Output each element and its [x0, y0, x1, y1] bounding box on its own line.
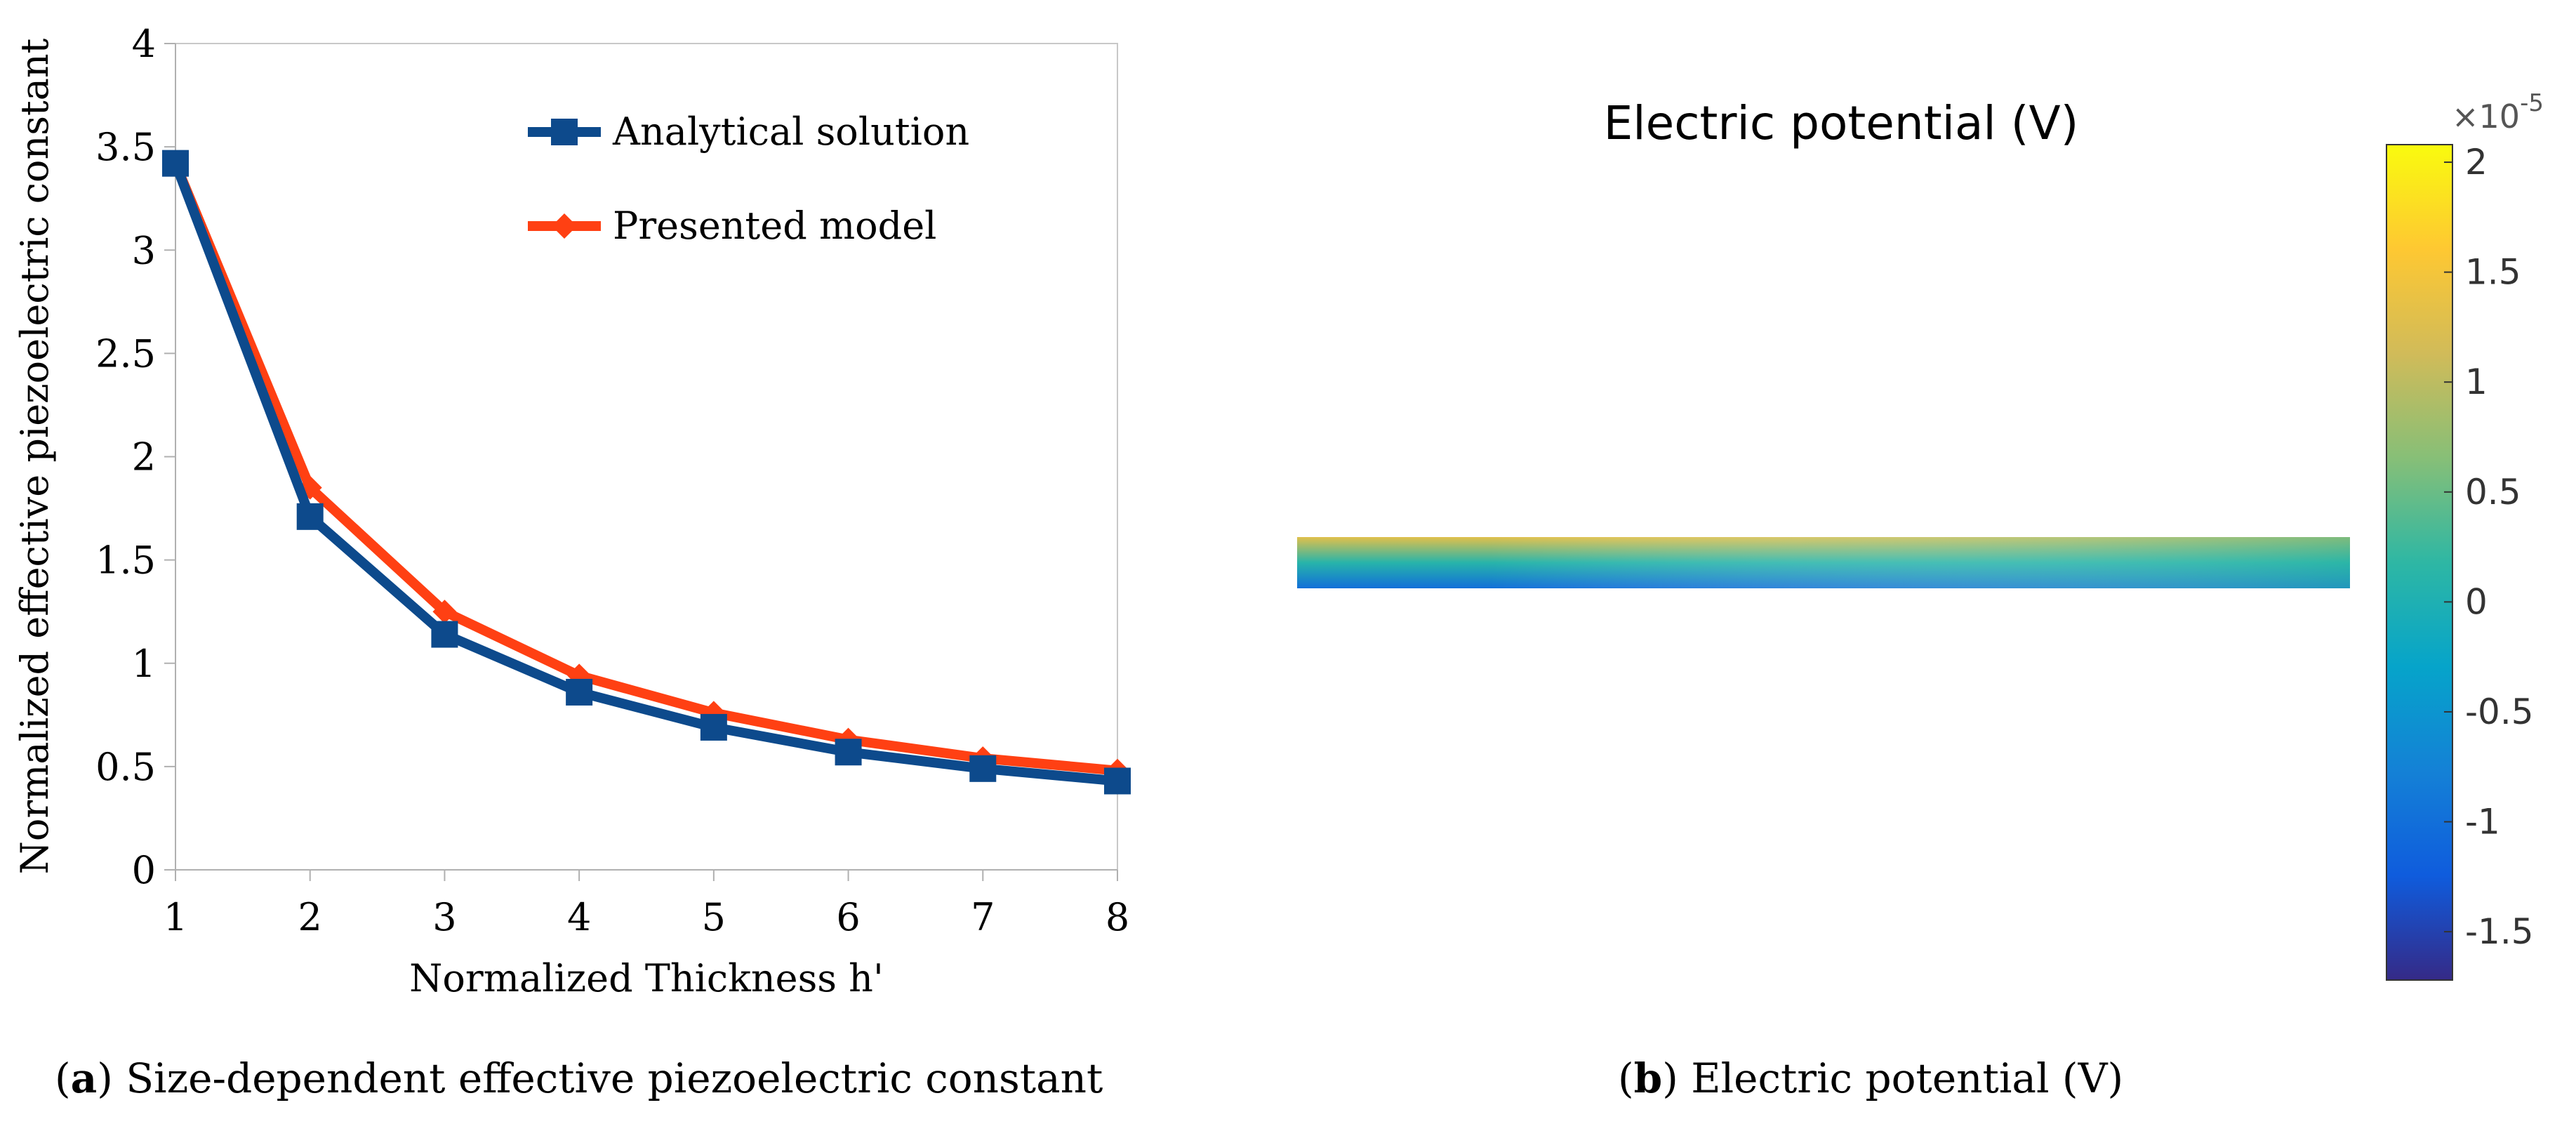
x-tick-label: 1	[164, 895, 187, 939]
x-tick-label: 2	[298, 895, 322, 939]
x-tick-labels: 1 2 3 4 5 6 7 8	[164, 870, 1129, 939]
panel-b-field-plot: Electric potential (V) -1.5 -1 -0.5 0 0.5 1 1.…	[1297, 89, 2544, 981]
legend-item-analytical: Analytical solution	[528, 110, 969, 154]
colorbar-tick-label: 1	[2465, 362, 2488, 402]
potential-strip	[1297, 537, 2350, 588]
beam-field-overlay	[1297, 537, 2350, 588]
colorbar-gradient	[2386, 144, 2453, 981]
caption-b-open: (	[1618, 1054, 1634, 1102]
colorbar-exponent-base: ×10	[2452, 98, 2520, 135]
y-tick-label: 0	[132, 848, 156, 892]
legend-marker-square	[551, 119, 578, 145]
caption-a-close: )	[97, 1054, 126, 1102]
x-tick-label: 4	[567, 895, 591, 939]
caption-b-close: )	[1662, 1054, 1691, 1102]
data-point	[700, 713, 727, 741]
x-axis-label: Normalized Thickness h'	[409, 956, 884, 1000]
colorbar-exponent-power: -5	[2520, 89, 2544, 117]
x-tick-label: 3	[432, 895, 456, 939]
colorbar-tick-label: -1.5	[2465, 911, 2534, 952]
caption-b-text: Electric potential (V)	[1691, 1054, 2123, 1102]
caption-b-letter: b	[1634, 1054, 1663, 1102]
data-point	[162, 150, 189, 177]
caption-a-open: (	[55, 1054, 71, 1102]
data-point	[1104, 767, 1131, 795]
colorbar-exponent: ×10-5	[2452, 89, 2544, 135]
legend-item-presented: Presented model	[528, 204, 936, 248]
y-tick-labels: 0 0.5 1 1.5 2 2.5 3 3.5 4	[95, 22, 175, 892]
x-tick-label: 8	[1106, 895, 1129, 939]
data-point	[566, 678, 593, 706]
colorbar-tick-label: 0	[2465, 581, 2488, 622]
colorbar-tick-label: 1.5	[2465, 252, 2521, 293]
legend: Analytical solution Presented model	[528, 110, 969, 248]
legend-label-presented: Presented model	[613, 204, 936, 248]
caption-b: (b) Electric potential (V)	[1618, 1054, 2123, 1102]
y-tick-label: 3.5	[95, 125, 156, 169]
caption-a-letter: a	[71, 1054, 98, 1102]
series-line	[171, 161, 1118, 776]
panel-a-chart: 0 0.5 1 1.5 2 2.5 3 3.5 4 1 2 3 4 5 6 7 8 Normalized Th…	[13, 22, 1131, 1000]
colorbar-tick-label: -0.5	[2465, 692, 2534, 732]
y-tick-label: 1.5	[95, 538, 156, 583]
colorbar-tick-label: 2	[2465, 142, 2488, 183]
series-line	[171, 161, 1118, 786]
legend-label-analytical: Analytical solution	[612, 110, 969, 154]
data-point	[431, 621, 458, 648]
legend-marker-diamond	[552, 213, 577, 239]
x-tick-label: 5	[702, 895, 726, 939]
y-tick-label: 2	[132, 435, 156, 479]
caption-a-text: Size-dependent effective piezoelectric c…	[126, 1054, 1103, 1102]
y-tick-label: 0.5	[95, 745, 156, 789]
y-tick-label: 4	[132, 22, 156, 66]
colorbar-tick-label: 0.5	[2465, 472, 2521, 512]
colorbar-ticks: -1.5 -1 -0.5 0 0.5 1 1.5 2	[2444, 142, 2534, 952]
x-tick-label: 6	[836, 895, 860, 939]
plot-area-frame	[175, 43, 1118, 871]
y-tick-label: 1	[132, 642, 156, 686]
data-point	[835, 739, 862, 766]
x-tick-label: 7	[971, 895, 995, 939]
colorbar: -1.5 -1 -0.5 0 0.5 1 1.5 2 ×10-5	[2386, 89, 2544, 981]
data-point	[969, 755, 997, 782]
caption-a: (a) Size-dependent effective piezoelectr…	[55, 1054, 1103, 1102]
series-group	[162, 150, 1131, 795]
series-analytical	[162, 150, 1131, 795]
y-tick-label: 3	[132, 228, 156, 272]
field-plot-title: Electric potential (V)	[1604, 96, 2079, 150]
data-point	[432, 600, 457, 624]
y-tick-label: 2.5	[95, 331, 156, 376]
data-point	[296, 503, 324, 530]
colorbar-tick-label: -1	[2465, 802, 2500, 842]
y-axis-label: Normalized effective piezoelectric const…	[13, 38, 57, 874]
